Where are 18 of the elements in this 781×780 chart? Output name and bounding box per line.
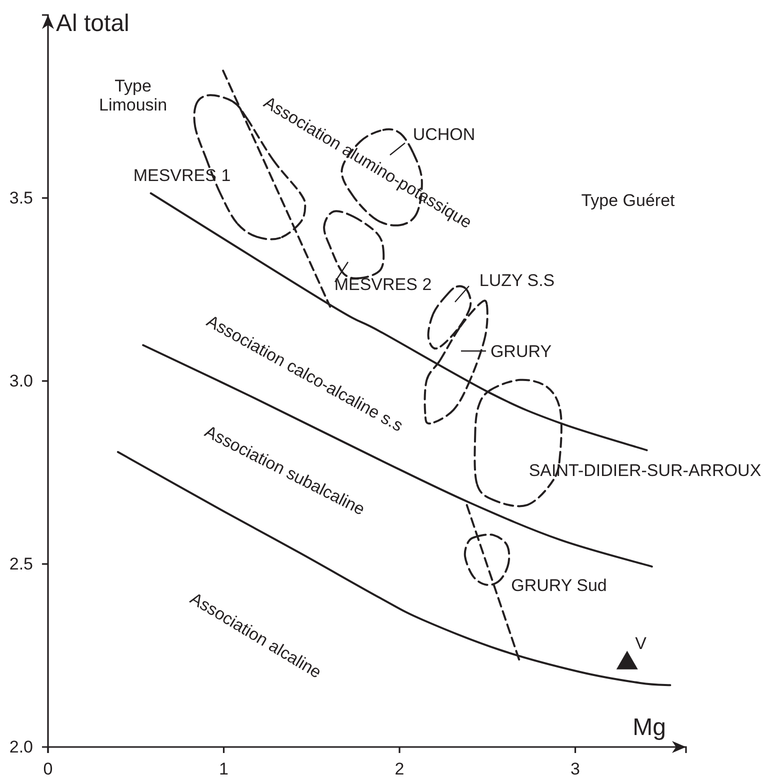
y-tick-label: 2.0 [9, 737, 33, 756]
annotation: GRURY [490, 342, 552, 361]
y-tick-label: 2.5 [9, 554, 33, 574]
annotation: Type Limousin [98, 76, 168, 114]
x-axis-title: Mg [632, 714, 666, 741]
y-tick-label: 3.0 [9, 371, 33, 390]
x-tick-label: 2 [394, 760, 404, 779]
x-tick-label: 1 [219, 760, 228, 779]
y-axis-title: Al total [56, 10, 130, 37]
x-tick-label: 0 [43, 760, 53, 779]
x-tick-label: 3 [570, 760, 580, 779]
series-label: V [635, 634, 648, 654]
y-tick-label: 3.5 [9, 188, 33, 208]
annotation: MESVRES 2 [334, 275, 432, 294]
annotation: UCHON [412, 125, 476, 144]
annotation: Type Guéret [581, 191, 676, 210]
annotation: LUZY S.S [479, 271, 555, 290]
annotation: GRURY Sud [511, 576, 607, 595]
